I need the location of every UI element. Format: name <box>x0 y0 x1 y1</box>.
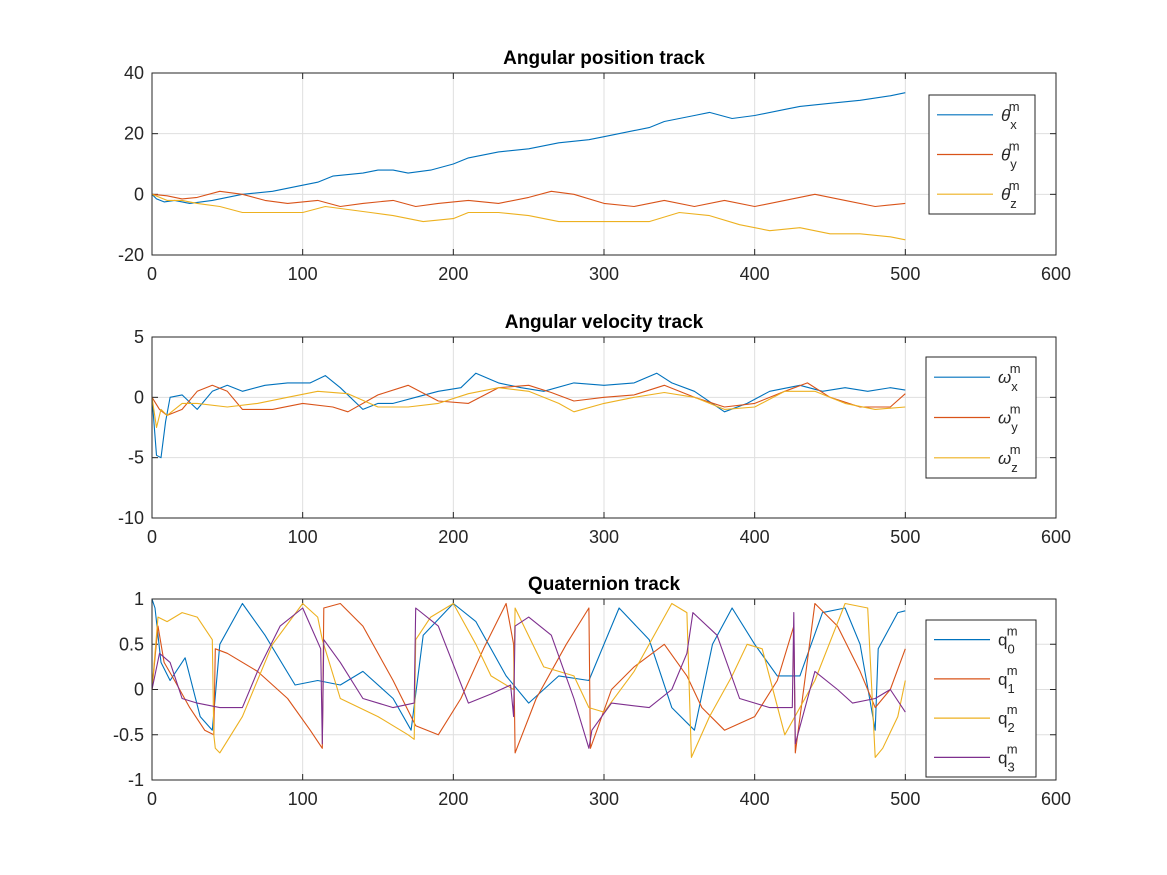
y-tick-label: 0 <box>134 680 144 700</box>
x-tick-label: 500 <box>890 264 920 284</box>
y-tick-label: -5 <box>128 448 144 468</box>
x-tick-label: 100 <box>288 264 318 284</box>
axes-box <box>151 598 1057 781</box>
x-tick-label: 100 <box>288 789 318 809</box>
series-group <box>152 92 906 241</box>
x-tick-label: 300 <box>589 264 619 284</box>
x-tick-label: 300 <box>589 527 619 547</box>
series-group <box>152 372 906 459</box>
legend-entry: q1m <box>998 663 1018 696</box>
series-line-θx <box>152 92 906 204</box>
y-tick-label: -20 <box>118 245 144 265</box>
y-tick-label: 0.5 <box>119 634 144 654</box>
x-tick-label: 200 <box>438 789 468 809</box>
legend-entry: q2m <box>998 702 1018 735</box>
legend: ωxm ωym ωzm <box>925 356 1037 479</box>
legend-entry: q0m <box>998 624 1018 657</box>
chart-title: Angular position track <box>503 48 705 69</box>
y-tick-label: 40 <box>124 63 144 83</box>
legend-entry: θxm <box>1001 99 1020 132</box>
series-group <box>152 599 906 758</box>
x-tick-label: 0 <box>147 789 157 809</box>
chart-title: Angular velocity track <box>505 312 704 333</box>
legend-entry: θym <box>1001 139 1020 172</box>
legend-entry: ωxm <box>998 361 1021 394</box>
legend-entry: q3m <box>998 741 1018 774</box>
legend-entry: θzm <box>1001 178 1020 211</box>
series-line-θy <box>152 190 906 208</box>
series-line-θz <box>152 193 906 241</box>
y-tick-label: 20 <box>124 124 144 144</box>
x-tick-label: 300 <box>589 789 619 809</box>
x-tick-label: 500 <box>890 527 920 547</box>
series-line-q2 <box>152 602 906 758</box>
legend: q0m q1m q2m q3m <box>925 619 1037 778</box>
legend: θxm θym θzm <box>928 94 1036 215</box>
x-tick-label: 600 <box>1041 527 1071 547</box>
legend-entry: ωym <box>998 402 1021 435</box>
x-tick-label: 500 <box>890 789 920 809</box>
y-tick-label: 1 <box>134 589 144 609</box>
series-line-ωx <box>152 372 906 459</box>
x-tick-label: 600 <box>1041 264 1071 284</box>
legend-entry: ωzm <box>998 442 1021 475</box>
x-tick-label: 400 <box>740 527 770 547</box>
x-tick-label: 0 <box>147 264 157 284</box>
y-tick-label: 0 <box>134 184 144 204</box>
y-tick-label: 5 <box>134 327 144 347</box>
x-tick-label: 0 <box>147 527 157 547</box>
x-tick-label: 400 <box>740 264 770 284</box>
y-tick-label: -10 <box>118 508 144 528</box>
x-tick-label: 400 <box>740 789 770 809</box>
subplot-3: 0 100 200 300 400 500 600 -1 -0.5 0 0.5 1 Quaternion… <box>113 574 1071 809</box>
y-tick-label: -1 <box>128 770 144 790</box>
x-tick-label: 100 <box>288 527 318 547</box>
x-tick-label: 200 <box>438 527 468 547</box>
axes-box <box>151 72 1057 256</box>
chart-title: Quaternion track <box>528 574 680 595</box>
x-tick-label: 600 <box>1041 789 1071 809</box>
x-tick-label: 200 <box>438 264 468 284</box>
series-line-q1 <box>152 602 906 754</box>
y-tick-label: -0.5 <box>113 725 144 745</box>
axes-box <box>151 336 1057 519</box>
legend-box <box>925 619 1037 778</box>
series-line-ωz <box>152 387 906 429</box>
subplot-2: 0 100 200 300 400 500 600 -10 -5 0 5 Angular veloci… <box>118 312 1071 547</box>
series-line-q3 <box>152 607 906 749</box>
y-tick-label: 0 <box>134 387 144 407</box>
